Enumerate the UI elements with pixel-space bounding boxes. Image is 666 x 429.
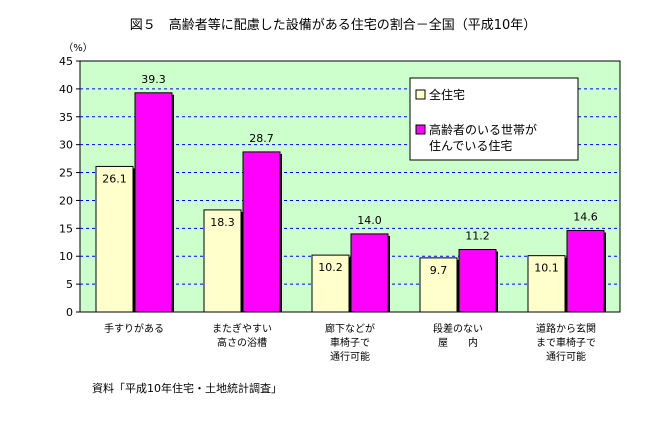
- bar-all-housing: [311, 254, 350, 313]
- bar-elderly-housing: [242, 151, 281, 313]
- bar-all-housing: [419, 257, 458, 313]
- x-category-label: 道路から玄関: [536, 322, 596, 335]
- y-tick-label: 0: [66, 306, 73, 319]
- y-tick-label: 35: [59, 111, 73, 124]
- x-category-label: 段差のない: [433, 322, 483, 335]
- y-tick-label: 15: [59, 222, 73, 235]
- legend-swatch-all-housing: [415, 89, 426, 100]
- bar-all-housing: [203, 209, 242, 313]
- bar-shadow: [604, 232, 606, 312]
- legend-label-elderly-housing-line1: 高齢者のいる世帯が: [429, 122, 537, 137]
- bar-elderly-housing: [458, 249, 497, 313]
- data-label-all-housing: 10.2: [318, 261, 343, 274]
- y-tick-label: 40: [59, 83, 73, 96]
- bar-shadow: [172, 94, 174, 312]
- x-category-label: 廊下などが: [325, 322, 375, 335]
- data-label-all-housing: 18.3: [210, 216, 235, 229]
- bar-shadow: [565, 257, 567, 312]
- bars: 26.1 39.3 18.3 28.7 10.2 14.0 9.7 11.2 10.1 14.6: [95, 73, 606, 313]
- data-label-elderly-housing: 39.3: [141, 73, 166, 86]
- y-tick-label: 20: [59, 194, 73, 207]
- x-category-label: 車椅子で: [330, 336, 370, 349]
- data-label-elderly-housing: 28.7: [249, 132, 274, 145]
- bar-elderly-housing: [566, 230, 605, 313]
- data-label-elderly-housing: 11.2: [465, 230, 490, 243]
- bar-shadow: [280, 153, 282, 312]
- source-note: 資料「平成10年住宅・土地統計調査」: [92, 382, 282, 395]
- x-category-label: 手すりがある: [104, 322, 164, 335]
- data-label-all-housing: 10.1: [534, 262, 559, 275]
- bar-shadow: [457, 259, 459, 312]
- x-category-label: またぎやすい: [212, 322, 272, 335]
- bar-shadow: [241, 211, 243, 312]
- legend: 全住宅 高齢者のいる世帯が 住んでいる住宅: [409, 77, 579, 161]
- bar-shadow: [133, 168, 135, 312]
- legend-box: [409, 77, 579, 161]
- bar-all-housing: [95, 165, 134, 313]
- bar-elderly-housing: [350, 233, 389, 313]
- data-label-all-housing: 9.7: [430, 264, 448, 277]
- data-label-elderly-housing: 14.6: [573, 211, 598, 224]
- y-tick-label: 5: [66, 278, 73, 291]
- x-category-label: 通行可能: [546, 350, 586, 363]
- x-category-label: 屋 内: [438, 336, 478, 349]
- x-category-label: 通行可能: [330, 350, 370, 363]
- legend-swatch-elderly-housing: [415, 124, 426, 135]
- bar-shadow: [496, 251, 498, 312]
- y-tick-label: 25: [59, 167, 73, 180]
- legend-label-elderly-housing-line2: 住んでいる住宅: [429, 138, 512, 153]
- data-label-all-housing: 26.1: [102, 172, 127, 185]
- bar-shadow: [388, 235, 390, 312]
- legend-label-all-housing: 全住宅: [429, 87, 465, 102]
- data-label-elderly-housing: 14.0: [357, 214, 382, 227]
- bar-elderly-housing: [134, 92, 173, 313]
- y-tick-label: 30: [59, 139, 73, 152]
- x-category-label: まで車椅子で: [536, 336, 596, 349]
- y-axis-unit-label: （%）: [63, 42, 93, 54]
- y-tick-label: 10: [59, 250, 73, 263]
- x-category-label: 高さの浴槽: [217, 336, 267, 349]
- chart-title: 図５ 高齢者等に配慮した設備がある住宅の割合－全国（平成10年）: [129, 18, 537, 33]
- y-tick-label: 45: [59, 55, 73, 68]
- bar-shadow: [349, 257, 351, 312]
